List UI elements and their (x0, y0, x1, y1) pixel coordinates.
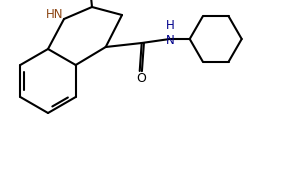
Text: N: N (166, 33, 175, 46)
Text: O: O (136, 73, 146, 86)
Text: HN: HN (46, 9, 64, 22)
Text: H: H (166, 19, 175, 32)
